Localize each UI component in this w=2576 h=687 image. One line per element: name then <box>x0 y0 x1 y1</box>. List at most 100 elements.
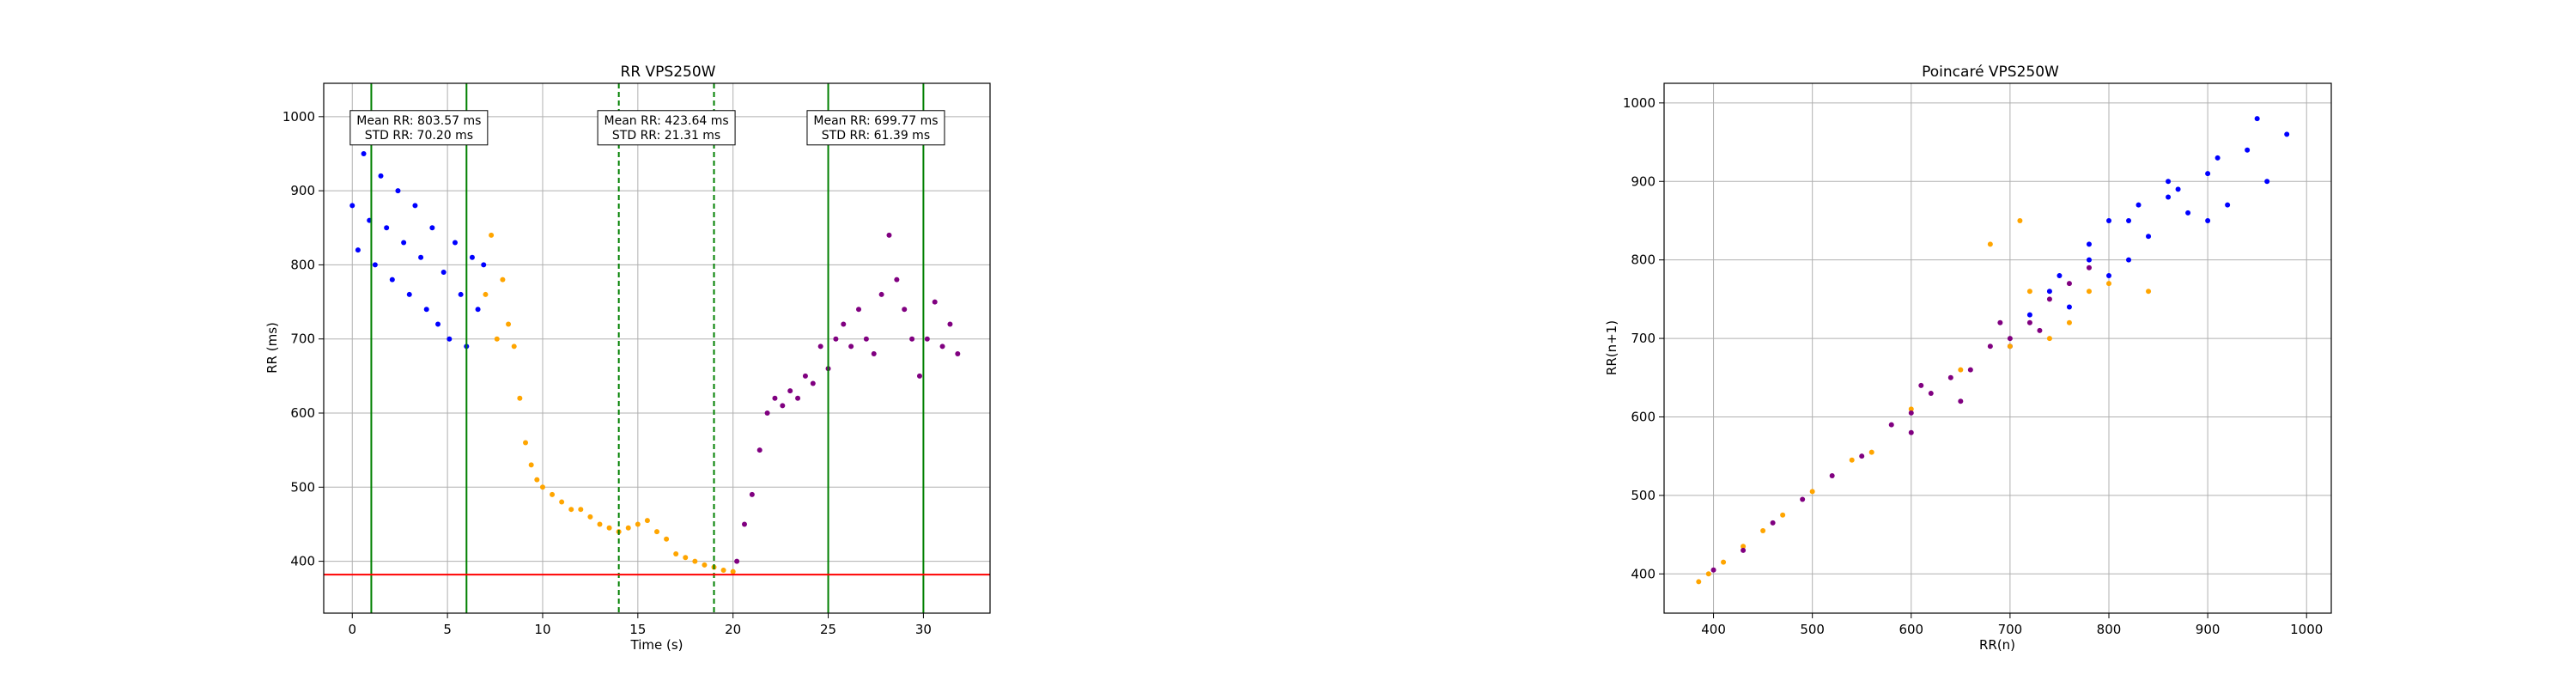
data-point <box>2126 257 2132 263</box>
data-point <box>780 403 786 409</box>
data-point <box>1908 406 1914 412</box>
x-tick-label: 500 <box>1800 622 1825 637</box>
rr-plot-points <box>349 150 961 575</box>
annotation-box <box>806 110 945 146</box>
data-point <box>683 555 689 561</box>
data-point <box>452 240 458 246</box>
data-point <box>2066 319 2072 325</box>
data-point <box>2166 179 2172 185</box>
annotation-text: Mean RR: 803.57 ms <box>356 114 481 128</box>
data-point <box>1800 496 1806 502</box>
annotation-text: Mean RR: 423.64 ms <box>605 114 729 128</box>
data-point <box>2066 304 2072 310</box>
data-point <box>863 336 869 342</box>
x-tick-label: 0 <box>348 622 356 637</box>
y-tick-label: 600 <box>1631 409 1656 424</box>
data-point <box>506 321 512 327</box>
data-point <box>2046 336 2052 342</box>
y-tick-label: 900 <box>1631 173 1656 189</box>
data-point <box>902 307 908 313</box>
data-point <box>2046 289 2052 295</box>
data-point <box>939 344 945 350</box>
data-point <box>1696 579 1702 585</box>
x-tick-label: 800 <box>2097 622 2122 637</box>
y-tick-label: 1000 <box>283 109 315 125</box>
poincare-plot: Poincaré VPS250W 400 500 600 700 800 900 1000 … <box>1604 64 2332 653</box>
data-point <box>894 277 900 283</box>
y-tick-label: 800 <box>290 257 315 272</box>
data-point <box>871 350 877 356</box>
data-point <box>550 491 556 497</box>
data-point <box>489 232 495 238</box>
data-point <box>418 254 424 260</box>
data-point <box>1859 453 1865 459</box>
data-point <box>1780 512 1786 518</box>
data-point <box>2086 257 2092 263</box>
data-point <box>734 558 740 564</box>
data-point <box>1918 382 1924 388</box>
y-tick-label: 900 <box>290 183 315 198</box>
data-point <box>702 562 708 568</box>
data-point <box>539 484 545 490</box>
data-point <box>1987 241 1993 247</box>
data-point <box>528 462 534 468</box>
data-point <box>475 307 481 313</box>
data-point <box>1710 567 1716 573</box>
data-point <box>795 395 801 401</box>
data-point <box>749 491 755 497</box>
data-point <box>1705 571 1711 577</box>
data-point <box>2066 281 2072 287</box>
data-point <box>1829 473 1835 479</box>
data-point <box>756 447 762 453</box>
data-point <box>932 299 938 305</box>
data-point <box>886 232 892 238</box>
x-tick-label: 600 <box>1899 622 1923 637</box>
data-point <box>447 336 453 342</box>
data-point <box>2136 202 2142 208</box>
data-point <box>559 499 565 505</box>
data-point <box>1809 489 1815 495</box>
data-point <box>384 225 390 231</box>
data-point <box>644 518 650 524</box>
data-point <box>1908 429 1914 435</box>
data-point <box>635 521 641 527</box>
poincare-plot-xlabel: RR(n) <box>1979 637 2015 653</box>
data-point <box>1770 520 1776 526</box>
data-point <box>856 307 862 313</box>
y-tick-label: 400 <box>290 554 315 569</box>
data-point <box>2106 281 2111 287</box>
data-point <box>568 507 574 513</box>
x-tick-label: 700 <box>1998 622 2023 637</box>
rr-plot-lines <box>324 83 990 613</box>
rr-plot-yticks: 400 500 600 700 800 900 1000 <box>283 109 324 569</box>
data-point <box>772 395 778 401</box>
data-point <box>664 536 670 542</box>
data-point <box>916 373 922 379</box>
data-point <box>2264 179 2270 185</box>
data-point <box>1947 374 1953 380</box>
data-point <box>2037 327 2043 333</box>
data-point <box>2026 289 2032 295</box>
data-point <box>1958 398 1964 404</box>
poincare-plot-xticks: 400 500 600 700 800 900 1000 <box>1701 613 2323 637</box>
rr-plot-ylabel: RR (ms) <box>264 322 280 374</box>
data-point <box>2205 171 2211 177</box>
data-point <box>1760 528 1766 534</box>
data-point <box>606 525 612 531</box>
data-point <box>2086 264 2092 271</box>
poincare-plot-title: Poincaré VPS250W <box>1922 64 2059 81</box>
data-point <box>2007 336 2013 342</box>
x-tick-label: 25 <box>820 622 836 637</box>
data-point <box>2086 241 2092 247</box>
x-tick-label: 10 <box>534 622 550 637</box>
data-point <box>597 521 603 527</box>
x-tick-label: 20 <box>725 622 741 637</box>
data-point <box>361 150 367 156</box>
rr-plot-title: RR VPS250W <box>621 64 716 81</box>
data-point <box>494 336 500 342</box>
poincare-plot-ylabel: RR(n+1) <box>1604 320 1619 375</box>
y-tick-label: 600 <box>290 405 315 421</box>
data-point <box>810 380 816 386</box>
